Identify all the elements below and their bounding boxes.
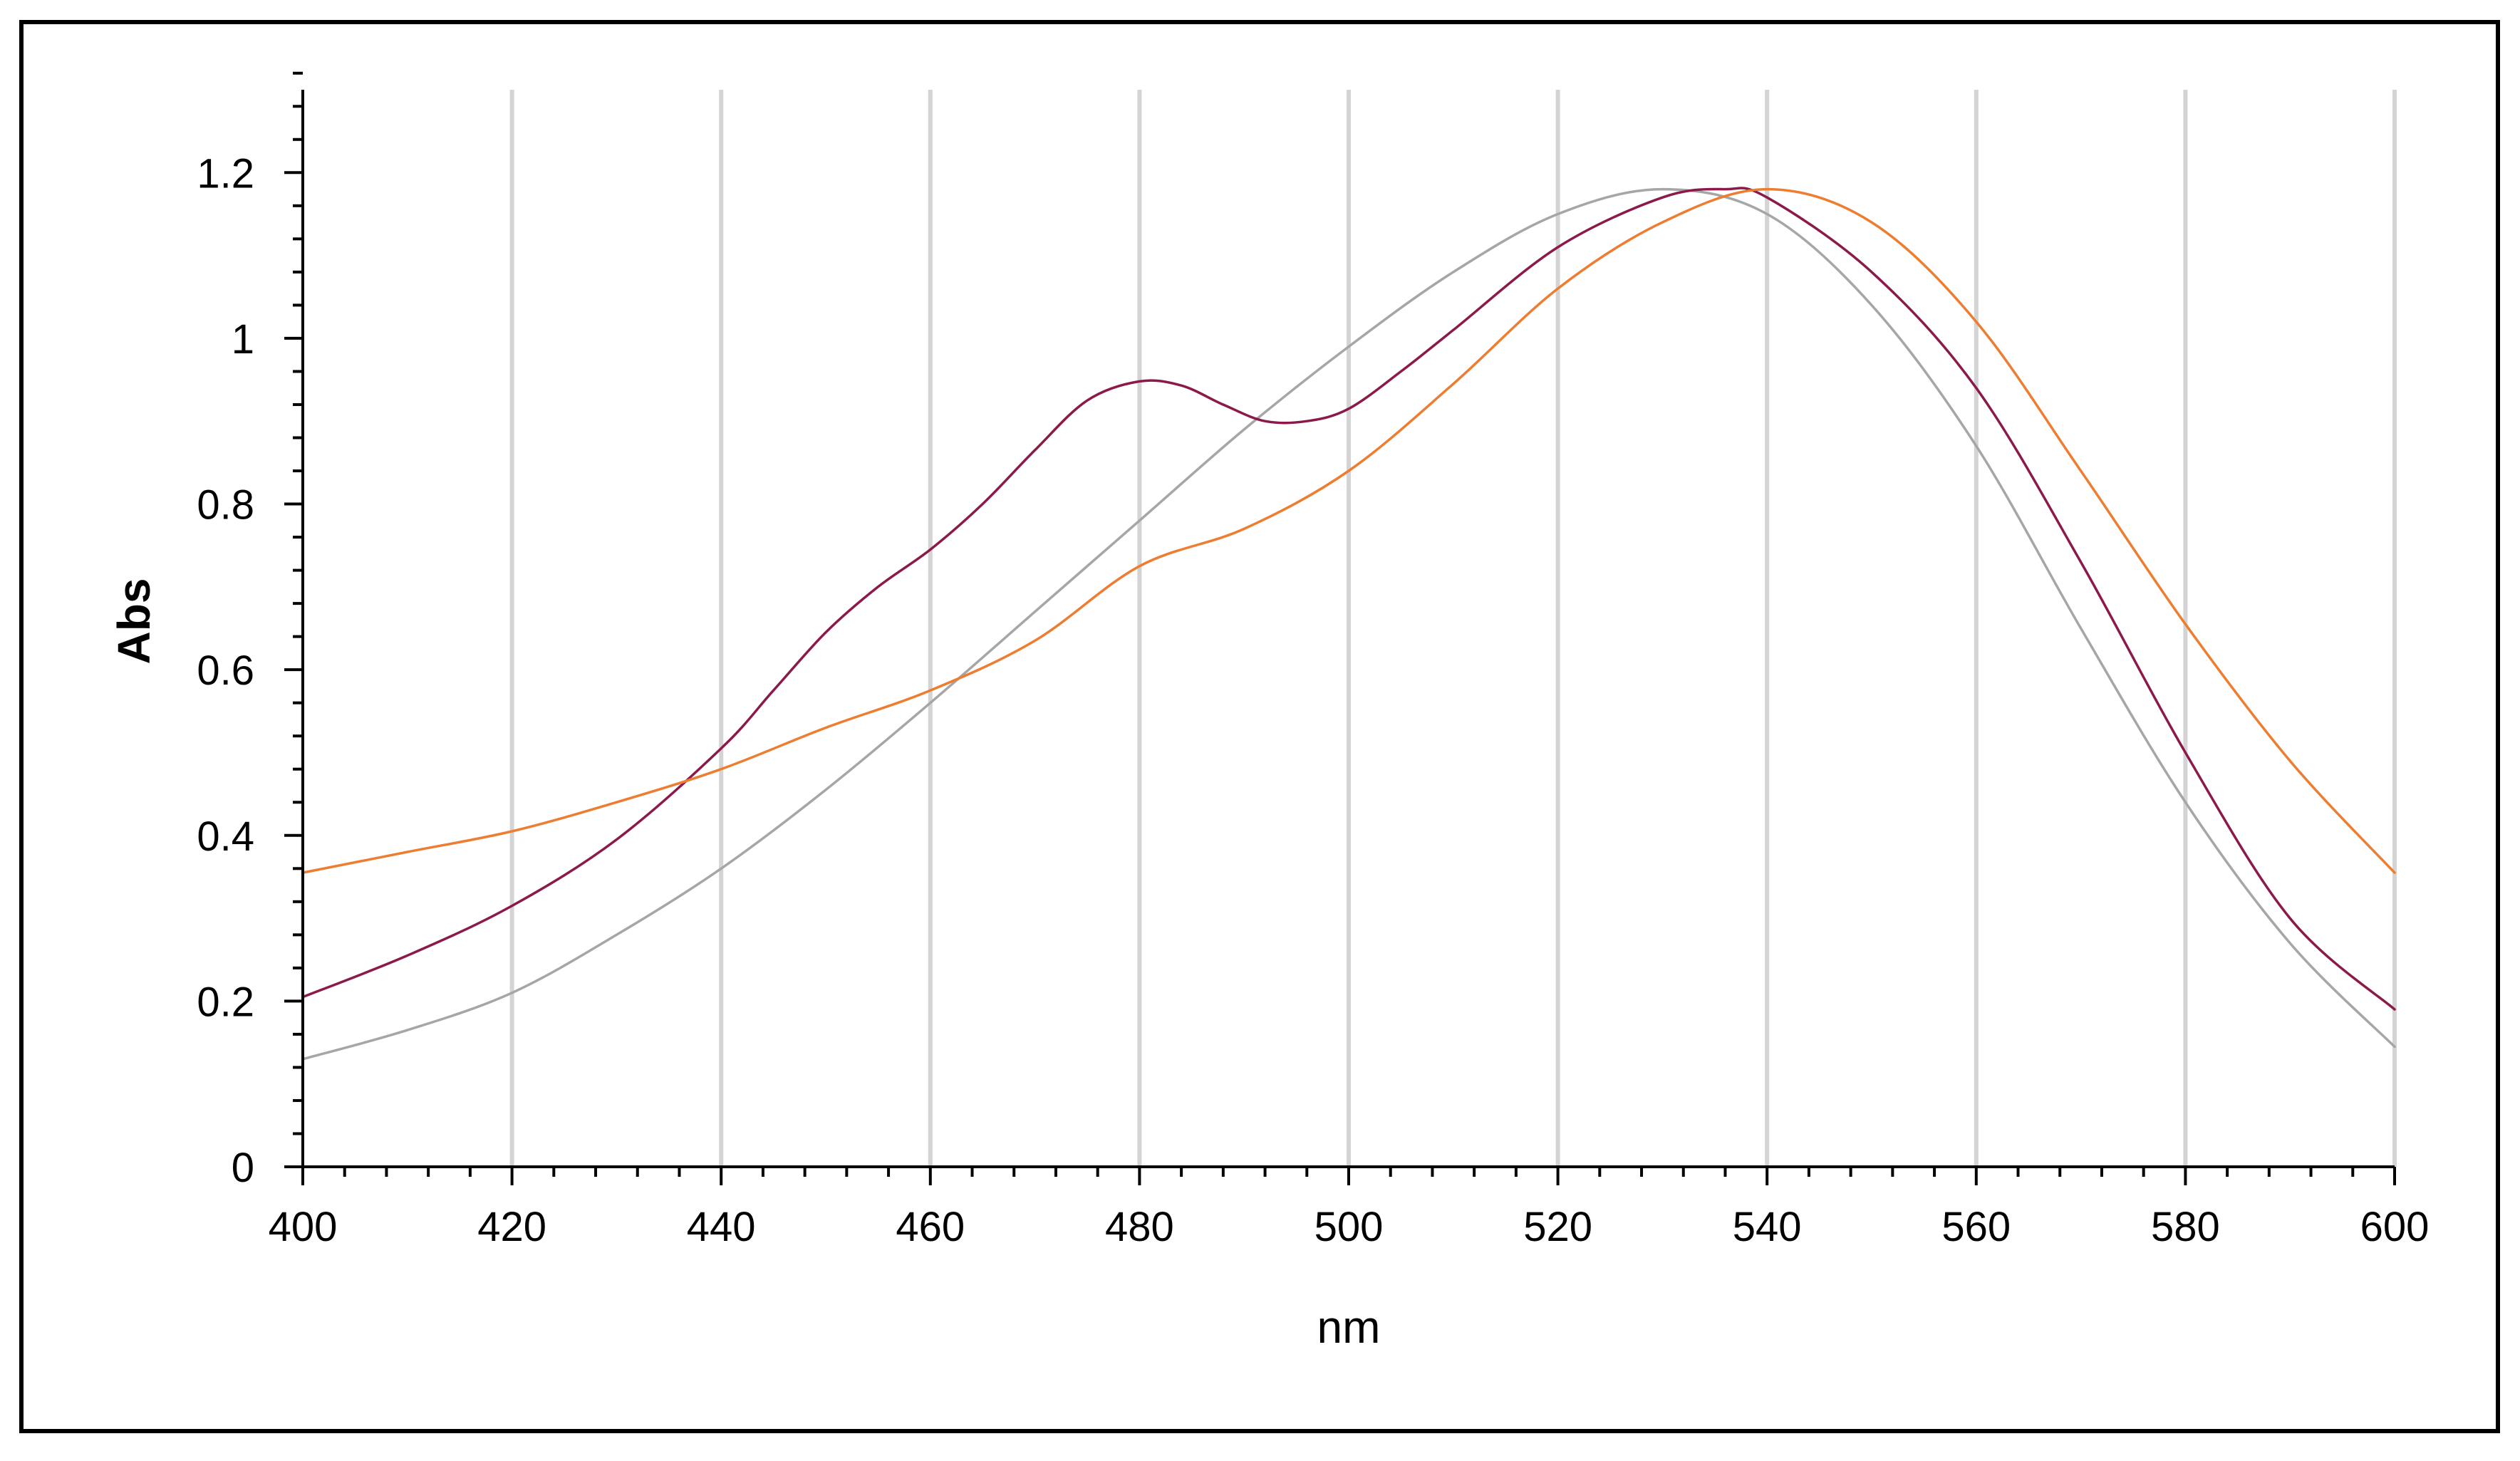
x-tick-label: 580 xyxy=(2151,1204,2220,1250)
x-tick-label: 560 xyxy=(1941,1204,2011,1250)
y-axis-title: Abs xyxy=(108,578,160,665)
x-tick-label: 440 xyxy=(687,1204,756,1250)
x-tick-label: 500 xyxy=(1315,1204,1384,1250)
x-axis-title: nm xyxy=(1317,1301,1381,1353)
x-tick-label: 460 xyxy=(896,1204,965,1250)
y-tick-label: 0.2 xyxy=(197,979,254,1025)
x-tick-label: 600 xyxy=(2360,1204,2430,1250)
chart-frame xyxy=(19,20,2500,1433)
series-line-maroon xyxy=(301,187,2396,1011)
series-line-orange xyxy=(301,187,2396,874)
x-tick-label: 400 xyxy=(269,1204,338,1250)
x-tick-label: 420 xyxy=(477,1204,546,1250)
series-lines xyxy=(301,187,2396,1061)
y-tick-label: 0.8 xyxy=(197,482,254,529)
y-tick-label: 1.2 xyxy=(197,150,254,197)
y-tick-label: 0.6 xyxy=(197,648,254,694)
y-tick-label: 0 xyxy=(232,1145,254,1191)
x-tick-label: 520 xyxy=(1523,1204,1592,1250)
ticks: 400 420 440 460 480 500 520 540 560 580 600 0 0.2 0.4… xyxy=(197,71,2430,1250)
y-tick-label: 1 xyxy=(232,316,254,363)
x-tick-label: 480 xyxy=(1105,1204,1174,1250)
y-tick-label: 0.4 xyxy=(197,813,254,860)
series-line-gray xyxy=(301,187,2396,1061)
gridlines xyxy=(509,90,2397,1167)
x-tick-label: 540 xyxy=(1733,1204,1802,1250)
